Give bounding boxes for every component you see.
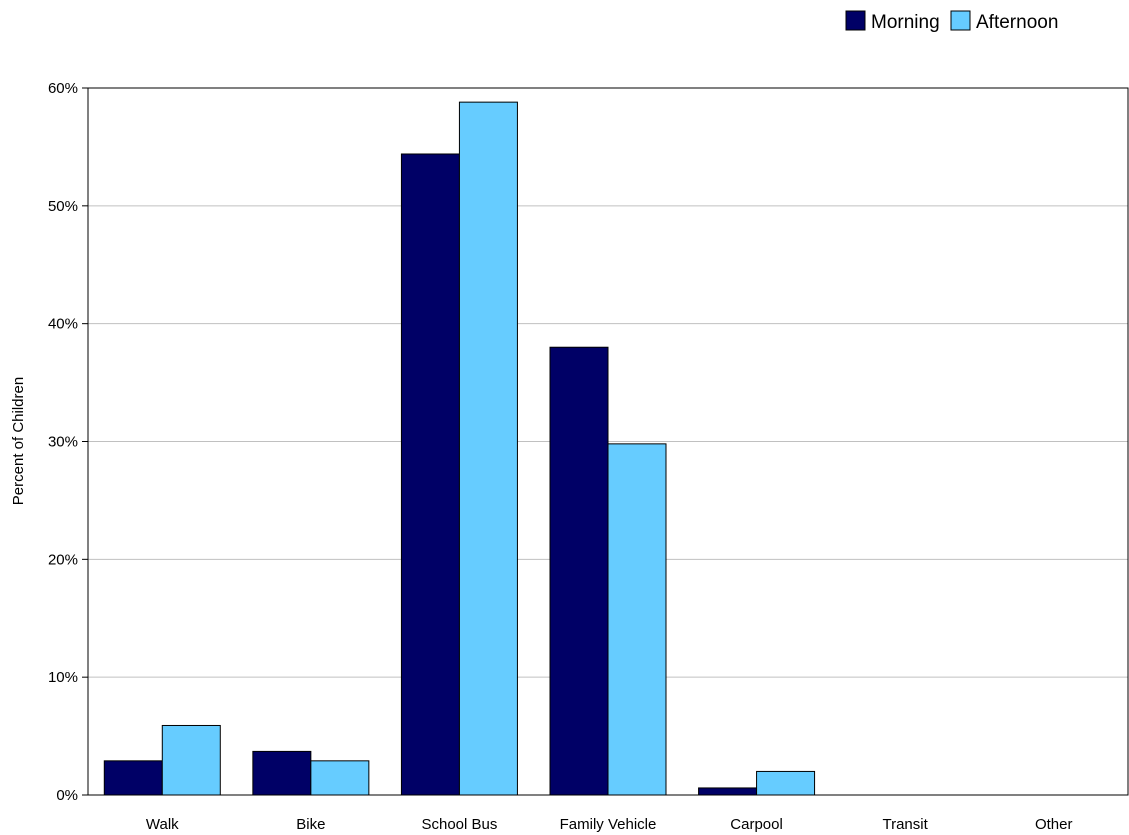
bar-afternoon-carpool xyxy=(756,770,816,796)
bar-afternoon-school-bus xyxy=(458,101,518,796)
y-tick-label: 30% xyxy=(48,434,78,451)
x-tick-label: Other xyxy=(1035,816,1073,833)
bar-morning-carpool xyxy=(698,787,758,796)
x-tick-label: Bike xyxy=(296,816,325,833)
bar-morning-walk xyxy=(103,760,163,796)
y-tick-labels: 0% 10% 20% 30% 40% 50% 60% xyxy=(48,80,88,804)
bar-morning-bike xyxy=(252,750,312,796)
y-tick-label: 0% xyxy=(56,787,78,804)
bar-afternoon-walk xyxy=(161,724,221,796)
legend: Morning Afternoon xyxy=(845,10,1058,33)
legend-label-morning: Morning xyxy=(871,12,940,33)
x-tick-label: Walk xyxy=(146,816,179,833)
x-tick-label: Carpool xyxy=(730,816,783,833)
x-tick-label: Transit xyxy=(882,816,928,833)
bars xyxy=(103,101,816,796)
bar-morning-family-vehicle xyxy=(549,346,609,796)
y-axis-label: Percent of Children xyxy=(10,377,27,505)
y-tick-label: 60% xyxy=(48,80,78,97)
y-tick-label: 20% xyxy=(48,551,78,568)
y-tick-label: 10% xyxy=(48,669,78,686)
x-tick-label: School Bus xyxy=(421,816,497,833)
y-tick-label: 50% xyxy=(48,198,78,215)
bar-afternoon-bike xyxy=(310,760,370,796)
legend-swatch-morning xyxy=(845,10,866,31)
y-tick-label: 40% xyxy=(48,316,78,333)
legend-swatch-afternoon xyxy=(950,10,971,31)
bar-afternoon-family-vehicle xyxy=(607,443,667,796)
bar-morning-school-bus xyxy=(400,153,460,796)
x-tick-labels: Walk Bike School Bus Family Vehicle Carpool T… xyxy=(146,816,1073,833)
x-tick-label: Family Vehicle xyxy=(560,816,657,833)
legend-label-afternoon: Afternoon xyxy=(976,12,1058,33)
